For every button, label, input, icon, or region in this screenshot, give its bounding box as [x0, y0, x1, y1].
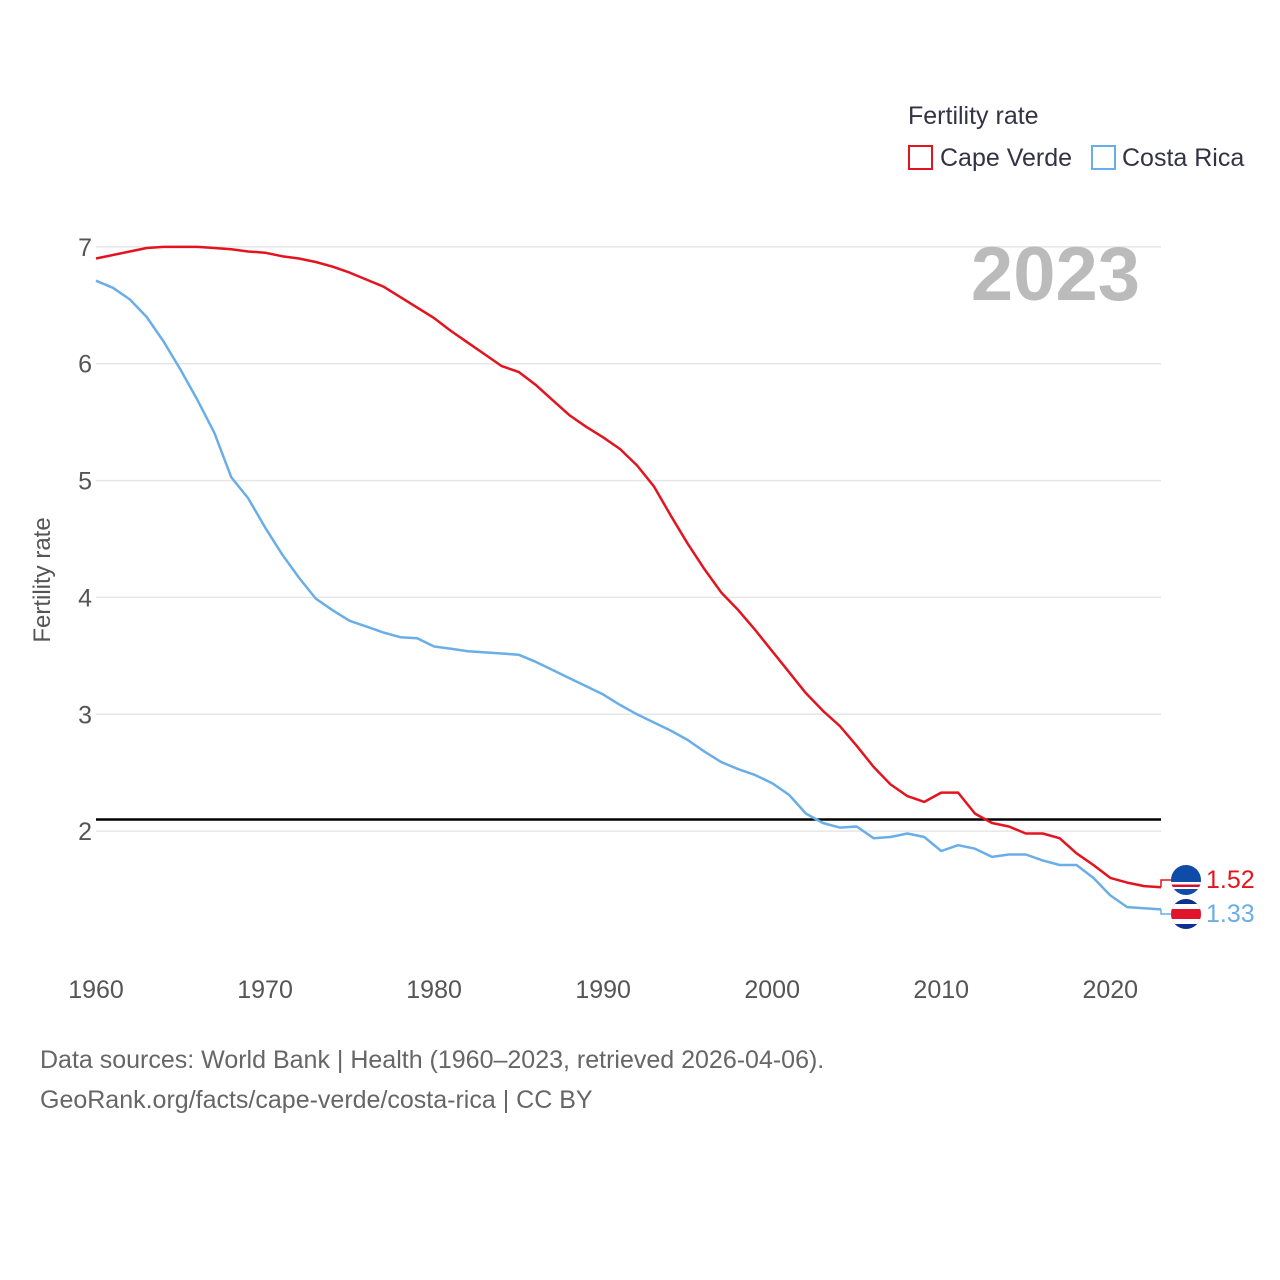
x-tick-label-1960: 1960 — [68, 976, 124, 1004]
data-source-text: Data sources: World Bank | Health (1960–… — [40, 1046, 825, 1074]
end-value-label-cape-verde: 1.52 — [1206, 866, 1255, 894]
year-label: 2023 — [971, 232, 1140, 317]
legend-item-costa-rica[interactable]: Costa Rica — [1091, 144, 1244, 172]
legend-label-cape-verde: Cape Verde — [940, 144, 1072, 172]
y-tick-label-7: 7 — [78, 234, 92, 262]
y-tick-label-3: 3 — [78, 701, 92, 729]
legend: Fertility rate Cape Verde Costa Rica — [908, 102, 1244, 172]
y-tick-label-4: 4 — [78, 584, 92, 612]
end-value-label-costa-rica: 1.33 — [1206, 900, 1255, 928]
x-tick-label-1990: 1990 — [575, 976, 631, 1004]
y-tick-label-5: 5 — [78, 468, 92, 496]
y-tick-label-6: 6 — [78, 351, 92, 379]
legend-swatch-cape-verde — [908, 145, 933, 170]
y-tick-labels: 2 3 4 5 6 7 — [78, 234, 92, 846]
attribution-text[interactable]: GeoRank.org/facts/cape-verde/costa-rica … — [40, 1086, 593, 1114]
x-tick-label-2010: 2010 — [913, 976, 969, 1004]
y-tick-label-2: 2 — [78, 818, 92, 846]
x-tick-label-1980: 1980 — [406, 976, 462, 1004]
x-tick-label-2000: 2000 — [744, 976, 800, 1004]
series-lines — [95, 245, 1162, 911]
flag-costa-rica-icon — [1171, 899, 1201, 929]
end-connector-cape-verde — [1160, 879, 1171, 888]
legend-item-cape-verde[interactable]: Cape Verde — [908, 144, 1072, 172]
flag-cape-verde-icon — [1171, 865, 1201, 895]
x-tick-label-2020: 2020 — [1082, 976, 1138, 1004]
x-tick-label-1970: 1970 — [237, 976, 293, 1004]
end-markers: 1.52 1.33 — [1160, 865, 1255, 929]
legend-swatch-costa-rica — [1091, 145, 1116, 170]
series-line-cape-verde — [95, 245, 1162, 889]
series-line-costa-rica — [95, 279, 1162, 911]
footer: Data sources: World Bank | Health (1960–… — [40, 1040, 824, 1120]
end-connector-costa-rica — [1160, 909, 1171, 915]
fertility-chart: 2 3 4 5 6 7 1960 1970 1980 1990 2000 2010 2020 Fert… — [29, 102, 1255, 1004]
y-gridlines — [96, 246, 1161, 832]
legend-title: Fertility rate — [908, 102, 1039, 130]
legend-label-costa-rica: Costa Rica — [1122, 144, 1244, 172]
y-axis-label: Fertility rate — [29, 517, 56, 642]
x-tick-labels: 1960 1970 1980 1990 2000 2010 2020 — [68, 976, 1138, 1004]
